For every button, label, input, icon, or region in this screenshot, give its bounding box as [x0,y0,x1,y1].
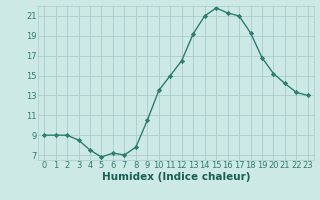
X-axis label: Humidex (Indice chaleur): Humidex (Indice chaleur) [102,172,250,182]
